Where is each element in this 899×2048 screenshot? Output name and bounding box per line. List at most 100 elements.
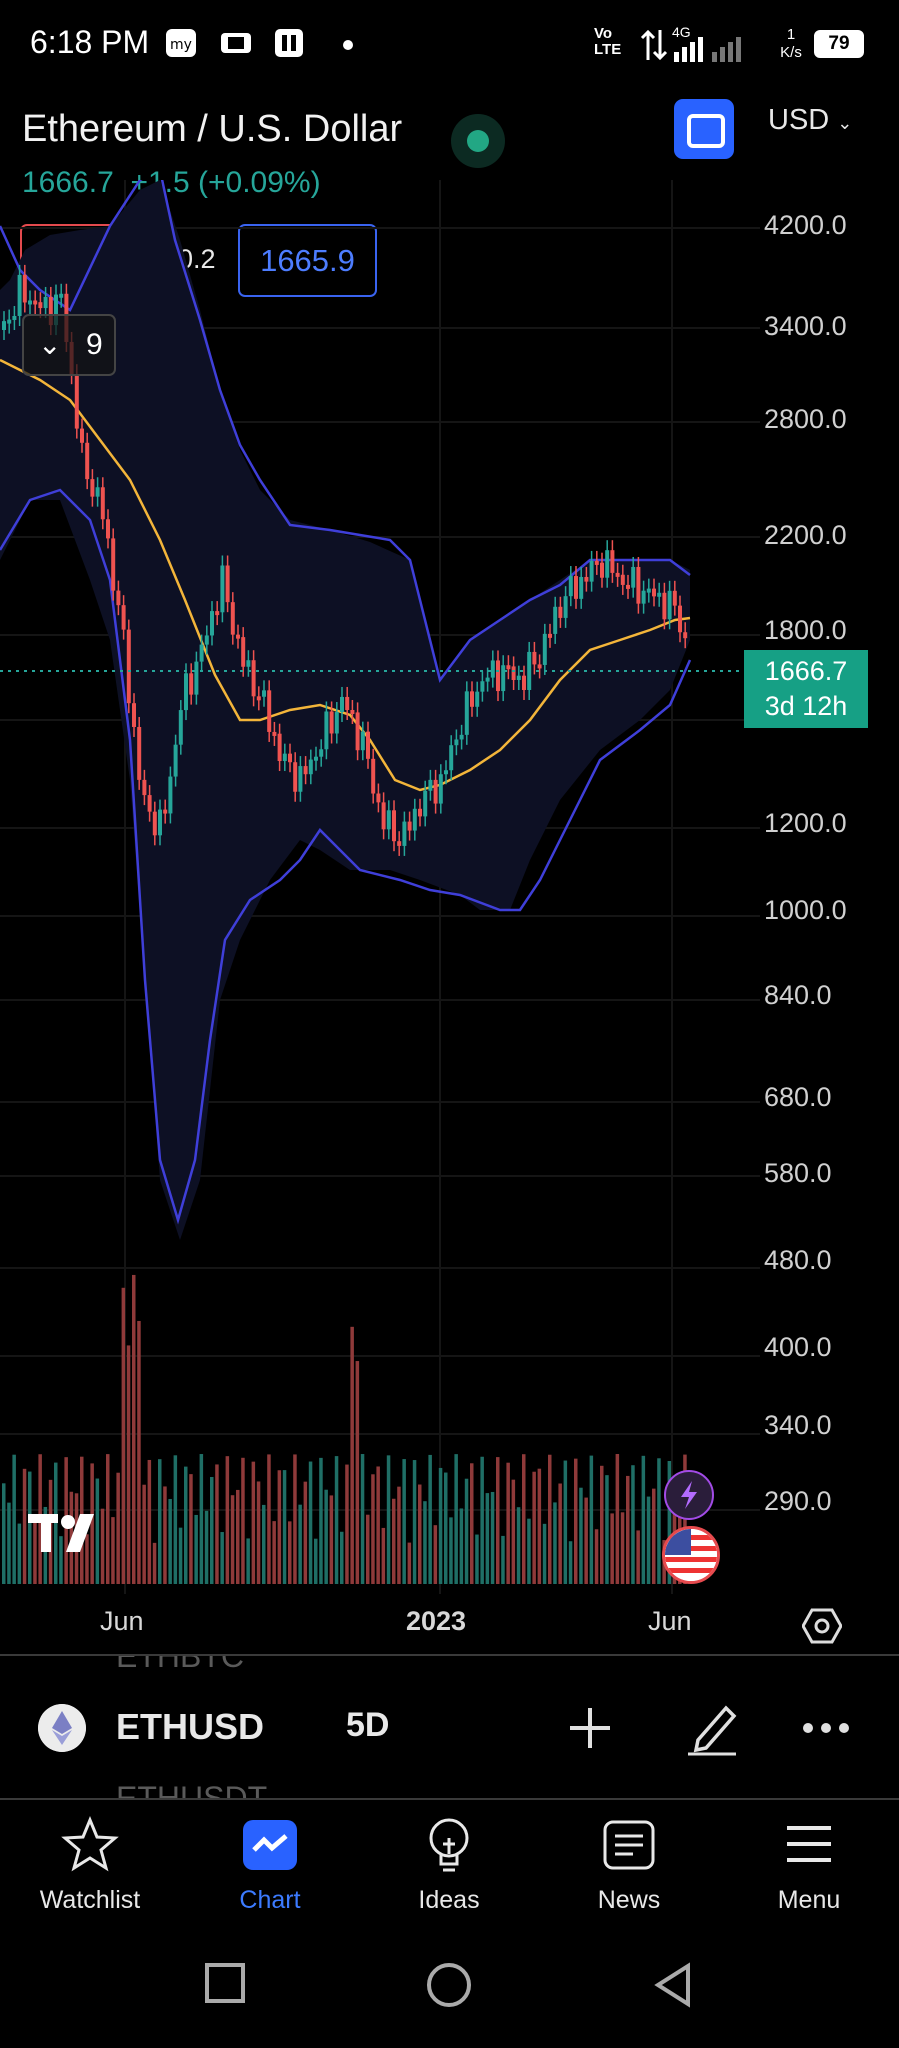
volume-bar bbox=[522, 1454, 526, 1584]
home-icon[interactable] bbox=[426, 1962, 472, 2008]
candle bbox=[106, 519, 110, 539]
volume-bar bbox=[386, 1455, 391, 1584]
indicators-collapse-toggle[interactable]: ⌄ 9 bbox=[22, 314, 116, 376]
time-axis[interactable]: Jun 2023 Jun bbox=[0, 1594, 899, 1654]
candle bbox=[537, 664, 542, 669]
volume-bar bbox=[288, 1521, 292, 1584]
volume-bar bbox=[121, 1287, 126, 1584]
price-axis-label: 680.0 bbox=[764, 1082, 832, 1112]
nav-menu[interactable]: Menu bbox=[719, 1808, 899, 1918]
candle bbox=[137, 726, 142, 780]
volume-bar bbox=[230, 1495, 235, 1584]
volume-bar bbox=[210, 1476, 214, 1584]
volume-bar bbox=[407, 1542, 412, 1584]
price-axis-label: 1800.0 bbox=[764, 615, 847, 645]
volume-bar bbox=[163, 1486, 167, 1584]
volume-bar bbox=[423, 1501, 427, 1584]
volume-bar bbox=[251, 1461, 256, 1584]
battery-icon: 79 bbox=[814, 30, 864, 58]
candle bbox=[584, 576, 589, 582]
volume-bar bbox=[563, 1460, 568, 1584]
candle bbox=[600, 562, 604, 578]
candle bbox=[594, 560, 599, 565]
candle bbox=[17, 274, 22, 316]
status-bar: 6:18 PM my Vo LTE 4G 1 K/s 79 bbox=[0, 0, 899, 90]
candle bbox=[324, 711, 329, 750]
price-axis-label: 580.0 bbox=[764, 1158, 832, 1188]
market-open-indicator[interactable] bbox=[451, 114, 505, 168]
more-options-icon[interactable] bbox=[800, 1710, 852, 1746]
volume-bar bbox=[631, 1465, 635, 1584]
candle bbox=[574, 576, 578, 599]
price-axis-label: 340.0 bbox=[764, 1410, 832, 1440]
candle bbox=[189, 673, 194, 695]
lightning-icon[interactable] bbox=[664, 1470, 714, 1520]
adjacent-symbol-above[interactable]: ETHBTC bbox=[116, 1656, 244, 1676]
candle bbox=[532, 651, 537, 665]
nav-ideas[interactable]: Ideas bbox=[359, 1808, 539, 1918]
candle bbox=[589, 560, 594, 582]
bollinger-upper-band bbox=[0, 180, 691, 683]
candle bbox=[272, 731, 277, 736]
divider bbox=[0, 1798, 899, 1800]
chart-settings-icon[interactable] bbox=[802, 1606, 842, 1646]
candle bbox=[126, 629, 131, 704]
candle bbox=[59, 293, 64, 298]
candle bbox=[402, 821, 407, 846]
volume-bar bbox=[657, 1458, 661, 1584]
candle bbox=[152, 811, 157, 836]
volume-bar bbox=[485, 1493, 490, 1584]
candle bbox=[230, 602, 235, 635]
candle bbox=[464, 691, 469, 735]
plus-icon[interactable] bbox=[562, 1700, 618, 1756]
adjacent-symbol-below[interactable]: ETHUSDT bbox=[116, 1776, 267, 1798]
symbol-bar[interactable]: ETHBTC ETHUSDT bbox=[0, 1656, 899, 1798]
buy-button[interactable]: 1665.9 bbox=[238, 224, 377, 297]
drawing-pen-icon[interactable] bbox=[682, 1696, 742, 1756]
nav-news[interactable]: News bbox=[539, 1808, 719, 1918]
interval-selector[interactable]: 5D bbox=[346, 1706, 390, 1744]
volume-bar bbox=[54, 1462, 58, 1584]
candle bbox=[308, 759, 313, 775]
symbol-name[interactable]: ETHUSD bbox=[116, 1706, 265, 1747]
volume-bar bbox=[360, 1454, 365, 1584]
volume-bar bbox=[402, 1459, 406, 1584]
candle bbox=[454, 739, 459, 746]
volume-bar bbox=[173, 1455, 178, 1584]
candle bbox=[459, 734, 464, 740]
candle bbox=[558, 606, 563, 618]
candle bbox=[553, 606, 558, 634]
time-axis-label: Jun bbox=[100, 1606, 144, 1636]
candle bbox=[366, 731, 370, 759]
recent-apps-icon[interactable] bbox=[204, 1962, 246, 2004]
time-axis-label: 2023 bbox=[406, 1606, 467, 1636]
volume-bar bbox=[189, 1474, 193, 1584]
candle bbox=[298, 766, 303, 792]
candle bbox=[116, 590, 121, 606]
volume-bar bbox=[376, 1466, 380, 1584]
currency-selector[interactable]: USD ⌄ bbox=[768, 104, 852, 137]
volume-bar bbox=[381, 1527, 386, 1584]
volume-bar bbox=[298, 1504, 302, 1584]
price-chart[interactable] bbox=[0, 180, 899, 1594]
candle bbox=[548, 633, 552, 638]
candle bbox=[480, 681, 485, 692]
candle bbox=[142, 779, 147, 796]
symbol-title[interactable]: Ethereum / U.S. Dollar bbox=[22, 108, 403, 150]
candle bbox=[246, 660, 251, 667]
nav-label: Ideas bbox=[418, 1886, 480, 1914]
candle bbox=[579, 576, 584, 599]
volume-bar bbox=[548, 1454, 552, 1584]
candle bbox=[288, 753, 292, 763]
candle bbox=[54, 294, 58, 326]
candle bbox=[496, 660, 500, 692]
nav-watchlist[interactable]: Watchlist bbox=[0, 1808, 180, 1918]
volume-bar bbox=[303, 1481, 308, 1584]
nav-chart[interactable]: Chart bbox=[180, 1808, 360, 1918]
us-flag-icon[interactable] bbox=[662, 1526, 720, 1584]
volume-bar bbox=[397, 1486, 401, 1584]
fullscreen-button[interactable] bbox=[674, 99, 734, 159]
candle bbox=[657, 592, 662, 597]
back-icon[interactable] bbox=[652, 1962, 694, 2008]
volume-bar bbox=[433, 1525, 438, 1584]
